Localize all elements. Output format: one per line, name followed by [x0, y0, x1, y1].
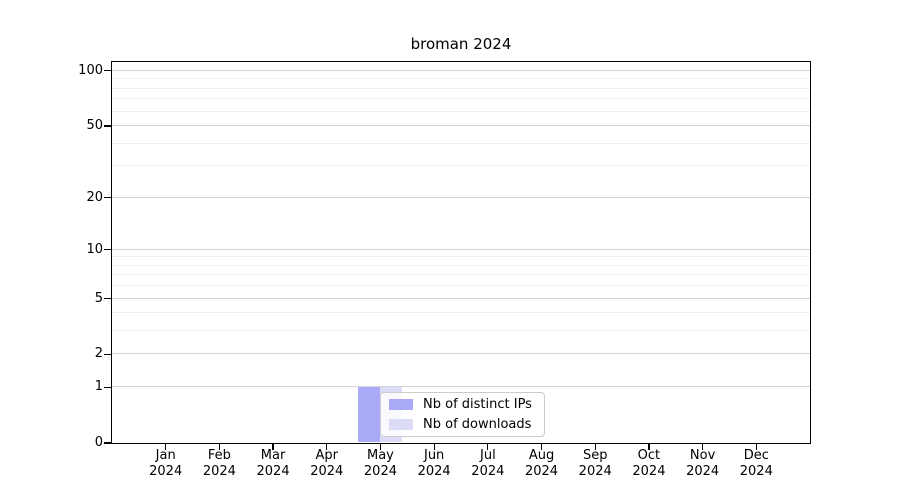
- y-axis-tick: [103, 386, 111, 388]
- y-tick-label: 100: [78, 62, 103, 78]
- chart-title: broman 2024: [410, 35, 512, 53]
- y-tick-label: 10: [86, 241, 103, 257]
- y-tick-label: 2: [94, 346, 103, 362]
- y-axis-tick: [103, 249, 111, 251]
- minor-gridline: [111, 312, 810, 314]
- y-tick-label: 50: [86, 117, 103, 133]
- minor-gridline: [111, 264, 810, 266]
- major-gridline: [111, 386, 810, 388]
- minor-gridline: [111, 330, 810, 332]
- y-axis-tick: [103, 297, 111, 300]
- x-tick-label: Dec 2024: [739, 448, 773, 479]
- minor-gridline: [111, 110, 810, 112]
- y-axis-tick: [103, 196, 111, 199]
- x-tick-label: Feb 2024: [202, 448, 236, 479]
- x-tick-label: Oct 2024: [632, 448, 666, 479]
- legend-item: Nb of distinct IPs: [389, 395, 538, 414]
- x-axis-tick: [487, 443, 489, 450]
- y-axis-tick: [103, 125, 111, 127]
- x-axis-tick: [218, 443, 220, 450]
- minor-gridline: [111, 285, 810, 287]
- x-tick-label: Jan 2024: [149, 448, 183, 479]
- x-tick-label: Jul 2024: [471, 448, 505, 479]
- bar-nb-of-distinct-ips: [357, 386, 380, 443]
- major-gridline: [111, 196, 810, 198]
- y-tick-label: 0: [94, 435, 103, 450]
- x-tick-label: Aug 2024: [524, 448, 559, 479]
- y-axis-tick: [103, 353, 111, 355]
- minor-gridline: [111, 274, 810, 276]
- minor-gridline: [111, 87, 810, 89]
- y-tick-label: 5: [94, 290, 103, 306]
- legend-swatch: [389, 398, 413, 410]
- x-axis-tick: [272, 443, 274, 450]
- x-axis-tick: [379, 443, 382, 450]
- x-axis-tick: [433, 443, 435, 450]
- x-axis-tick: [540, 443, 543, 450]
- x-axis-tick: [755, 443, 757, 450]
- x-tick-label: Apr 2024: [310, 448, 344, 479]
- minor-gridline: [111, 78, 810, 80]
- minor-gridline: [111, 142, 810, 144]
- plot-area: [110, 60, 811, 444]
- legend-item: Nb of downloads: [389, 416, 538, 435]
- major-gridline: [111, 124, 810, 126]
- y-tick-label: 20: [86, 189, 103, 205]
- x-axis-tick: [648, 443, 650, 450]
- legend-item-label: Nb of distinct IPs: [423, 396, 532, 412]
- x-axis-tick: [702, 443, 704, 450]
- minor-gridline: [111, 256, 810, 258]
- x-tick-label: Nov 2024: [686, 448, 720, 479]
- major-gridline: [111, 248, 810, 250]
- y-axis-tick: [103, 442, 111, 444]
- major-gridline: [111, 69, 810, 71]
- x-tick-label: Jun 2024: [417, 448, 451, 479]
- legend-item-label: Nb of downloads: [423, 417, 532, 433]
- x-axis-tick: [594, 443, 596, 450]
- legend: Nb of distinct IPs Nb of downloads: [380, 392, 545, 437]
- minor-gridline: [111, 98, 810, 100]
- y-axis-tick: [103, 70, 111, 72]
- y-tick-label: 1: [94, 379, 103, 395]
- minor-gridline: [111, 165, 810, 167]
- x-axis-tick: [165, 443, 167, 450]
- x-tick-label: Sep 2024: [578, 448, 612, 479]
- major-gridline: [111, 297, 810, 299]
- legend-swatch: [389, 419, 413, 431]
- x-axis-tick: [326, 443, 328, 450]
- x-tick-label: May 2024: [363, 448, 397, 479]
- x-tick-label: Mar 2024: [256, 448, 290, 479]
- major-gridline: [111, 353, 810, 355]
